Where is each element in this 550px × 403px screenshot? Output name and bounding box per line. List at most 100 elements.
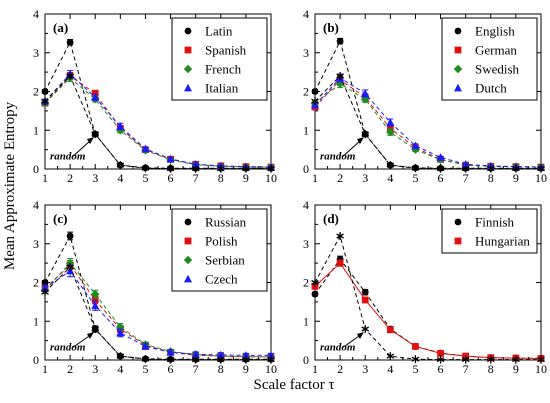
y-tick-label: 4 (33, 7, 39, 21)
data-point (141, 355, 150, 364)
data-point (386, 127, 395, 137)
star-stroke (461, 166, 470, 172)
data-point (436, 355, 445, 364)
data-point (311, 278, 319, 287)
series-line (44, 264, 271, 358)
data-point (191, 355, 200, 364)
y-tick-label: 0 (33, 353, 39, 367)
x-tick-label: 7 (193, 362, 199, 376)
data-point (91, 301, 100, 310)
panel-label: (a) (53, 20, 68, 35)
star-stroke (242, 166, 250, 172)
y-axis-label: Mean Approximate Entropy (2, 101, 18, 270)
data-point (91, 130, 100, 139)
star-stroke (216, 357, 225, 363)
data-point (512, 164, 520, 173)
panel-label: (b) (323, 20, 339, 35)
data-point (66, 263, 74, 271)
data-point (191, 164, 200, 173)
chart-panel-2: 1 2 3 4 5 6 7 8 9 1001234(b)randomEnglishGermanSw… (303, 7, 547, 185)
legend: English German Swedish Dutch (441, 17, 538, 101)
legend-marker (454, 218, 462, 226)
legend-marker (184, 274, 192, 283)
legend: Latin Spanish French Italian (171, 17, 268, 101)
chart-panel-4: 1 2 3 4 5 6 7 8 9 1001234(d)randomFinnishHungaria… (303, 198, 547, 376)
data-point (116, 126, 125, 135)
legend-marker (183, 255, 193, 265)
data-point (116, 161, 125, 170)
x-tick-label: 5 (412, 362, 418, 376)
y-tick-label: 0 (33, 162, 39, 176)
star-stroke (41, 98, 49, 104)
random-annotation: random (320, 341, 356, 353)
star-stroke (311, 98, 319, 104)
data-point (216, 350, 225, 359)
star-stroke (386, 353, 395, 359)
star-stroke (141, 356, 150, 362)
x-tick-label: 9 (513, 171, 519, 185)
x-tick-label: 4 (387, 362, 393, 376)
legend-marker (184, 46, 192, 54)
star-stroke (311, 279, 319, 286)
data-point (537, 164, 545, 173)
data-point (411, 164, 420, 173)
x-tick-label: 1 (312, 362, 318, 376)
legend-marker (184, 218, 192, 226)
legend-label: German (475, 43, 517, 58)
series-random (311, 232, 545, 364)
data-point (336, 72, 344, 80)
data-point (436, 164, 445, 173)
legend-label: English (475, 24, 515, 39)
legend-label: Serbian (205, 253, 245, 268)
data-point (91, 296, 99, 304)
x-tick-label: 5 (142, 171, 148, 185)
series-random (41, 72, 275, 173)
data-point (336, 37, 344, 45)
x-axis-label: Scale factor τ (254, 377, 335, 393)
x-tick-label: 2 (337, 362, 343, 376)
y-tick-label: 1 (303, 123, 309, 137)
data-point (41, 288, 49, 297)
star-stroke (461, 357, 470, 363)
legend-label: Spanish (205, 43, 247, 58)
data-point (311, 290, 319, 298)
random-arrow-head (356, 137, 364, 145)
y-tick-label: 1 (33, 123, 39, 137)
data-point (386, 118, 395, 126)
legend-label: Swedish (475, 62, 520, 77)
data-point (66, 72, 74, 80)
data-point (386, 352, 395, 361)
random-arrow-head (86, 332, 94, 339)
y-tick-label: 1 (33, 314, 39, 328)
data-point (361, 288, 369, 296)
star-stroke (486, 357, 495, 363)
x-tick-label: 8 (488, 171, 494, 185)
data-point (141, 342, 150, 350)
legend-label: Czech (205, 272, 238, 287)
x-tick-label: 4 (117, 362, 123, 376)
random-annotation: random (320, 150, 356, 162)
x-tick-label: 9 (513, 362, 519, 376)
x-tick-label: 1 (42, 171, 48, 185)
star-stroke (216, 166, 225, 172)
data-point (242, 164, 250, 173)
x-tick-label: 1 (42, 362, 48, 376)
star-stroke (512, 166, 520, 172)
data-point (41, 88, 49, 95)
star-stroke (191, 357, 200, 363)
x-tick-label: 3 (92, 171, 98, 185)
legend-label: Polish (205, 234, 238, 249)
data-point (537, 355, 545, 364)
data-point (91, 289, 100, 299)
data-point (216, 355, 225, 364)
x-tick-label: 2 (67, 362, 73, 376)
series-line (44, 75, 271, 170)
legend-label: Italian (205, 81, 239, 96)
x-tick-label: 8 (218, 362, 224, 376)
series-line (44, 77, 271, 168)
data-point (361, 296, 369, 304)
series-random (311, 72, 545, 173)
star-stroke (436, 357, 445, 363)
legend-label: Finnish (475, 215, 515, 230)
